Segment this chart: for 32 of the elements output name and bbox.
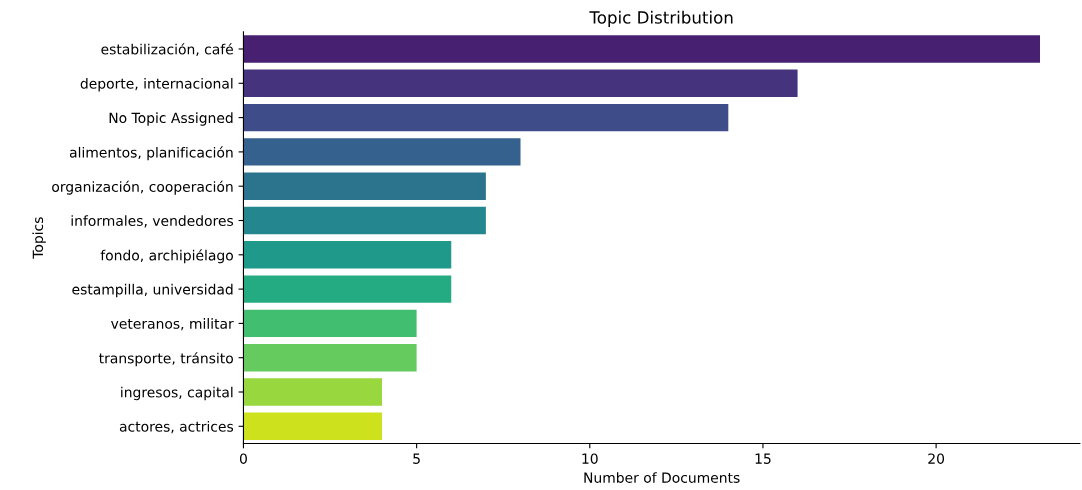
chart-title: Topic Distribution	[589, 10, 733, 27]
x-tick-label: 10	[582, 453, 598, 464]
y-tick-label: transporte, tránsito	[99, 352, 233, 367]
y-tick-label: informales, vendedores	[71, 215, 234, 228]
x-axis-title: Number of Documents	[584, 472, 740, 483]
y-tick-label: actores, actrices	[119, 421, 234, 434]
y-tick-label: estabilización, café	[101, 43, 233, 56]
y-tick-label: alimentos, planificación	[69, 146, 233, 161]
bar	[243, 378, 382, 406]
y-tick-label: estampilla, universidad	[72, 283, 233, 298]
x-tick-label: 20	[928, 453, 945, 464]
y-tick-label: deporte, internacional	[80, 78, 233, 92]
y-axis-title: Topics	[32, 217, 46, 259]
y-tick-label: organización, cooperación	[52, 180, 233, 195]
bar	[243, 309, 417, 338]
y-tick-label: No Topic Assigned	[109, 112, 233, 126]
bar	[243, 241, 452, 269]
y-tick-label: ingresos, capital	[121, 386, 233, 401]
bar	[243, 343, 417, 372]
bar	[243, 412, 382, 441]
bar	[243, 206, 486, 235]
bar	[243, 35, 1041, 63]
x-tick-label: 15	[755, 453, 771, 464]
bar	[243, 138, 521, 166]
x-tick-label: 5	[413, 453, 420, 464]
bar	[243, 275, 452, 303]
bar	[243, 69, 798, 98]
bar	[243, 172, 486, 200]
y-tick-label: veteranos, militar	[111, 318, 234, 331]
x-tick-label: 0	[239, 453, 247, 464]
bar	[243, 103, 729, 132]
y-tick-label: fondo, archipiélago	[100, 249, 233, 264]
